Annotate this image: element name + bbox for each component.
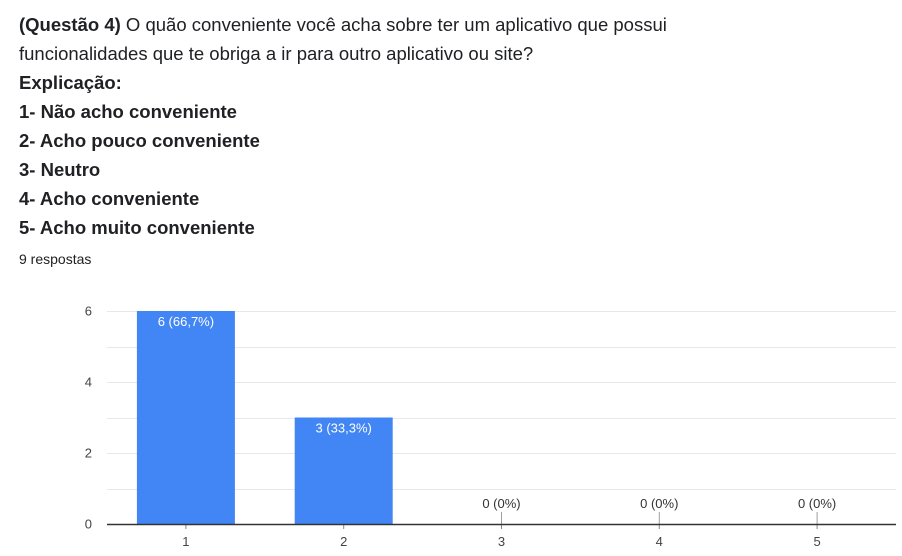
y-tick-label: 2	[85, 446, 92, 461]
data-label: 0 (0%)	[640, 496, 678, 511]
question-block: (Questão 4) O quão conveniente você acha…	[19, 10, 889, 242]
x-tick-label: 3	[498, 534, 505, 549]
data-label: 6 (66,7%)	[158, 314, 214, 329]
responses-count: 9 respostas	[19, 251, 92, 267]
question-title: (Questão 4) O quão conveniente você acha…	[19, 10, 889, 39]
option-4: 4- Acho conveniente	[19, 188, 200, 209]
y-tick-label: 6	[85, 304, 92, 319]
data-label: 3 (33,3%)	[316, 421, 372, 436]
question-text-line1: O quão conveniente você acha sobre ter u…	[120, 14, 667, 35]
x-tick-label: 4	[656, 534, 663, 549]
option-3: 3- Neutro	[19, 159, 101, 180]
x-tick-label: 5	[813, 534, 820, 549]
data-label: 0 (0%)	[482, 496, 520, 511]
question-number: (Questão 4)	[19, 14, 121, 35]
data-label: 0 (0%)	[798, 496, 836, 511]
y-tick-label: 0	[85, 517, 92, 532]
bar-1	[136, 311, 235, 524]
explanation-title: Explicação:	[19, 72, 122, 93]
option-2: 2- Acho pouco conveniente	[19, 130, 260, 151]
x-tick-label: 1	[182, 534, 189, 549]
option-1: 1- Não acho conveniente	[19, 101, 237, 122]
question-text-line2: funcionalidades que te obriga a ir para …	[19, 43, 534, 64]
y-tick-label: 4	[85, 375, 92, 390]
x-tick-label: 2	[340, 534, 347, 549]
bar-2	[294, 417, 393, 524]
option-5: 5- Acho muito conveniente	[19, 217, 255, 238]
